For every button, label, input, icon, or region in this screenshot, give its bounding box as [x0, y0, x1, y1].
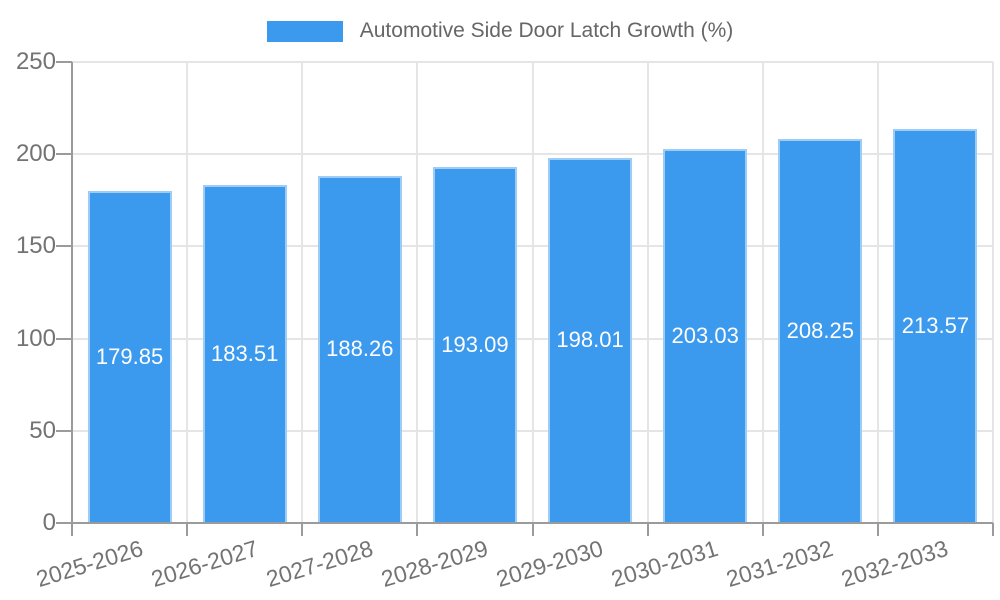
x-tick-mark-6 [761, 523, 764, 536]
bar-2031-2032[interactable] [778, 138, 863, 523]
bar-2027-2028[interactable] [317, 175, 402, 523]
y-tick-label-0: 0 [42, 509, 56, 536]
y-tick-mark-100 [56, 337, 72, 340]
x-tick-label-2029-2030: 2029-2030 [493, 534, 606, 592]
y-tick-mark-200 [56, 153, 72, 156]
x-tick-mark-0 [71, 523, 73, 536]
y-tick-mark-150 [56, 245, 72, 248]
x-tick-label-2030-2031: 2030-2031 [608, 534, 722, 592]
gridline-x-8 [992, 62, 994, 523]
y-tick-mark-250 [56, 61, 72, 63]
bar-2032-2033[interactable] [893, 129, 978, 523]
bar-value-label-2031-2032: 208.25 [786, 317, 854, 343]
bar-value-label-2029-2030: 198.01 [556, 327, 624, 353]
y-tick-label-100: 100 [15, 324, 56, 352]
x-tick-mark-1 [186, 523, 189, 536]
bar-2029-2030[interactable] [548, 157, 633, 523]
x-tick-mark-7 [876, 523, 879, 536]
legend[interactable]: Automotive Side Door Latch Growth (%) [0, 18, 1000, 44]
x-tick-label-2028-2029: 2028-2029 [378, 534, 491, 592]
bar-value-label-2025-2026: 179.85 [95, 344, 164, 370]
y-tick-label-250: 250 [15, 48, 56, 75]
x-tick-mark-3 [416, 523, 419, 536]
bar-value-label-2026-2027: 183.51 [211, 340, 279, 366]
bar-2025-2026[interactable] [87, 191, 172, 523]
x-tick-label-2027-2028: 2027-2028 [262, 534, 376, 592]
y-tick-label-150: 150 [15, 232, 56, 260]
bar-value-label-2030-2031: 203.03 [671, 322, 739, 348]
y-tick-label-50: 50 [29, 416, 56, 444]
x-tick-label-2031-2032: 2031-2032 [723, 534, 837, 592]
x-tick-label-2026-2027: 2026-2027 [147, 534, 261, 592]
gridline-x-7 [876, 62, 879, 523]
x-tick-mark-5 [646, 523, 649, 536]
bar-value-label-2032-2033: 213.57 [901, 313, 970, 339]
gridline-x-1 [186, 62, 189, 523]
legend-label: Automotive Side Door Latch Growth (%) [359, 19, 734, 42]
x-tick-mark-4 [531, 523, 534, 536]
x-tick-mark-2 [301, 523, 304, 536]
y-axis-line [71, 62, 73, 524]
y-tick-mark-50 [56, 429, 72, 432]
x-tick-mark-8 [992, 523, 994, 536]
bar-2026-2027[interactable] [202, 184, 287, 523]
x-tick-label-2032-2033: 2032-2033 [838, 534, 952, 592]
x-tick-label-2025-2026: 2025-2026 [32, 534, 146, 592]
bar-value-label-2028-2029: 193.09 [441, 331, 509, 357]
gridline-x-6 [761, 62, 764, 523]
legend-swatch [266, 20, 343, 42]
bar-2028-2029[interactable] [432, 166, 517, 523]
y-tick-label-200: 200 [15, 140, 56, 168]
bar-2030-2031[interactable] [663, 148, 748, 523]
gridline-x-2 [301, 62, 304, 523]
gridline-x-3 [416, 62, 419, 523]
bar-value-label-2027-2028: 188.26 [326, 336, 394, 362]
gridline-x-4 [531, 62, 534, 523]
y-tick-mark-0 [56, 522, 72, 524]
x-axis-line [71, 522, 993, 524]
gridline-x-5 [646, 62, 649, 523]
